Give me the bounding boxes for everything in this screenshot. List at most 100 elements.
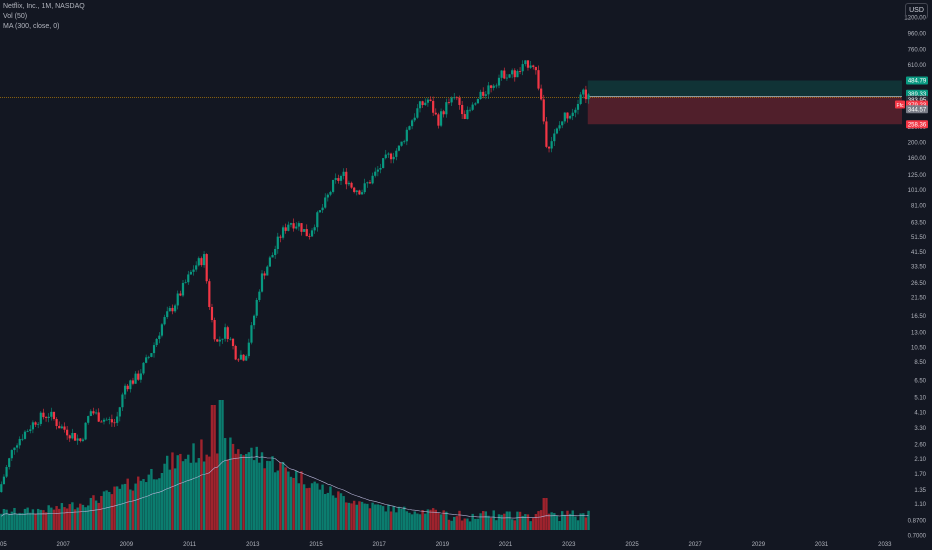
candle-body [500, 70, 503, 78]
candle-body [142, 362, 145, 374]
symbol-title[interactable]: Netflix, Inc., 1M, NASDAQ [3, 3, 85, 10]
candle-body [490, 85, 493, 88]
volume-bar [94, 500, 98, 530]
candle-body [326, 194, 329, 198]
x-tick-label: 2021 [499, 542, 513, 548]
candle-body [358, 190, 361, 195]
candle-body [555, 128, 559, 134]
volume-bar [505, 511, 509, 530]
y-tick-label: 10.50 [911, 345, 927, 351]
volume-bar [568, 513, 572, 530]
volume-bar [466, 518, 469, 530]
candle-body [345, 171, 348, 185]
volume-bar [226, 459, 229, 530]
volume-bar [355, 504, 358, 530]
volume-bar [29, 512, 32, 530]
current-price-label: 389.33 [908, 92, 927, 98]
volume-bar [121, 484, 124, 530]
candle-body [253, 315, 256, 326]
candle-body [463, 114, 466, 119]
candle-body [100, 421, 103, 423]
candle-body [34, 422, 37, 425]
volume-bar [23, 508, 27, 530]
candle-body [537, 70, 540, 89]
candle-body [347, 182, 350, 185]
candle-body [116, 416, 119, 423]
volume-bar [492, 510, 495, 530]
candle-body [584, 89, 587, 100]
volume-bar [113, 486, 116, 530]
candle-body [355, 190, 358, 192]
volume-bar [200, 439, 203, 530]
volume-bar [453, 516, 456, 530]
volume-bar [410, 514, 414, 530]
candle-body [234, 345, 237, 360]
candle-body [376, 169, 379, 172]
volume-bar [13, 507, 16, 530]
volume-bar [34, 513, 37, 530]
candle-body [63, 426, 66, 430]
candle-body [516, 71, 519, 78]
candle-body [571, 112, 574, 117]
candle-body [192, 269, 195, 272]
entry-low-price-label-bg [906, 105, 928, 114]
volume-bar [197, 458, 200, 530]
volume-bar [363, 503, 366, 530]
x-tick-label: 2017 [373, 542, 387, 548]
currency-button[interactable]: USD [905, 3, 928, 19]
volume-bar [71, 502, 74, 530]
candle-body [145, 357, 148, 363]
candle-body [263, 273, 266, 276]
candle-body [395, 150, 398, 157]
candle-body [245, 356, 248, 361]
volume-bar [15, 513, 19, 530]
volume-bar [52, 509, 56, 530]
y-tick-label: 200.00 [908, 141, 927, 147]
volume-bar [342, 496, 345, 530]
volume-bar [115, 486, 119, 530]
volume-bar [368, 508, 372, 530]
candle-body [532, 65, 535, 67]
candle-body [23, 431, 27, 439]
candle-body [123, 385, 127, 395]
volume-indicator-label[interactable]: Vol (50) [3, 13, 28, 20]
ma-indicator-label[interactable]: MA (300, close, 0) [3, 23, 60, 30]
candle-body [179, 293, 182, 296]
x-tick-label: 2007 [57, 542, 71, 548]
candle-body [231, 338, 235, 346]
candle-body [242, 354, 245, 361]
candle-body [202, 254, 206, 266]
volume-bar [387, 504, 390, 530]
volume-bar [194, 462, 198, 530]
candle-body [250, 325, 253, 343]
candle-body [461, 104, 464, 115]
candle-body [332, 179, 335, 192]
candle-body [268, 257, 271, 267]
y-tick-label: 1.35 [914, 488, 926, 494]
volume-bar [426, 509, 430, 530]
candle-body [337, 178, 340, 181]
candle-body [260, 273, 264, 292]
volume-bar [26, 507, 29, 530]
volume-bar [189, 462, 193, 530]
candle-body [526, 60, 530, 68]
volume-bar [563, 514, 567, 530]
volume-bar [513, 520, 516, 530]
x-tick-label: 2011 [183, 542, 197, 548]
y-tick-label: 1.70 [914, 472, 926, 478]
target-price-label: 484.79 [908, 79, 927, 85]
candle-body [434, 112, 437, 115]
candle-body [455, 97, 458, 99]
candle-body [382, 158, 385, 168]
volume-bar [516, 511, 519, 530]
volume-bar [102, 491, 106, 530]
volume-bar [487, 515, 490, 530]
candle-body [137, 373, 140, 380]
candle-body [55, 419, 58, 426]
volume-bar [229, 437, 232, 530]
volume-bar [302, 484, 306, 530]
candle-body [542, 99, 545, 122]
candle-body [547, 146, 551, 149]
volume-bar [400, 508, 403, 530]
